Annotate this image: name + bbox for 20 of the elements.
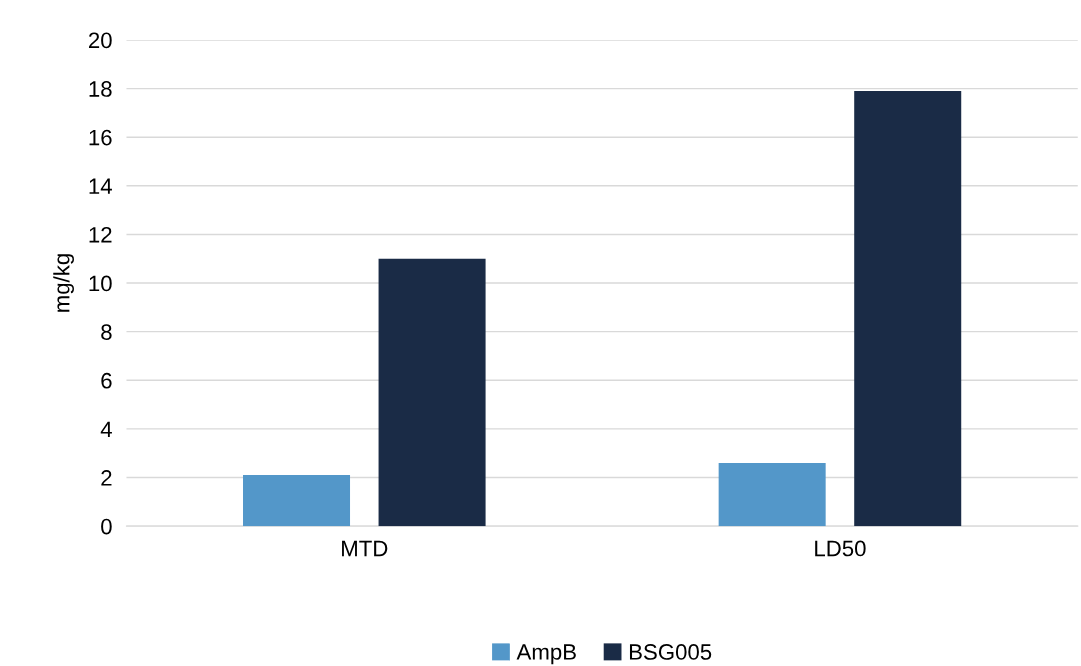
- y-tick-label: 16: [89, 129, 112, 146]
- x-tick-label: MTD: [342, 540, 388, 557]
- y-axis-title: mg/kg: [53, 254, 74, 312]
- bar: [243, 475, 351, 527]
- y-tick-label: 8: [101, 324, 112, 340]
- y-tick-label: 6: [101, 372, 112, 389]
- y-tick-label: 18: [89, 81, 112, 97]
- bar: [718, 462, 826, 527]
- y-tick-label: 0: [101, 518, 112, 535]
- x-tick-label: LD50: [815, 540, 866, 557]
- y-tick-label: 12: [89, 226, 112, 243]
- y-tick-label: 4: [100, 421, 112, 437]
- y-tick-label: 2: [101, 470, 112, 486]
- bar: [854, 91, 962, 527]
- y-tick-label: 10: [89, 275, 112, 292]
- legend-label: BSG005: [629, 644, 712, 660]
- y-tick-label: 20: [88, 32, 112, 49]
- y-tick-label: 14: [89, 178, 112, 194]
- bar: [378, 258, 486, 527]
- legend-label: AmpB: [516, 644, 576, 665]
